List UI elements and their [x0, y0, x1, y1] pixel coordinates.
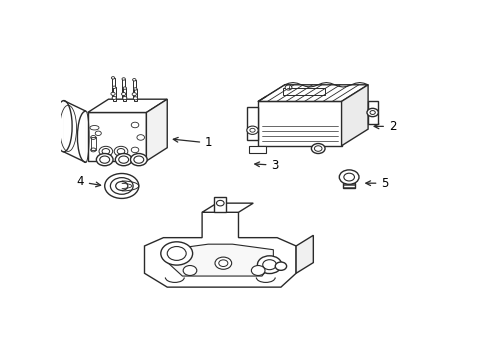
Circle shape	[119, 156, 128, 163]
Text: 3: 3	[254, 159, 278, 172]
Polygon shape	[63, 100, 85, 162]
Circle shape	[115, 153, 132, 166]
Text: 1: 1	[173, 136, 212, 149]
Polygon shape	[282, 88, 324, 95]
Polygon shape	[112, 87, 116, 100]
Circle shape	[343, 173, 354, 181]
Polygon shape	[258, 102, 341, 146]
Polygon shape	[367, 102, 377, 123]
Polygon shape	[296, 235, 313, 273]
Polygon shape	[90, 138, 96, 150]
Circle shape	[257, 256, 281, 274]
Circle shape	[104, 174, 139, 198]
Circle shape	[137, 135, 144, 140]
Circle shape	[99, 146, 112, 156]
Polygon shape	[87, 112, 146, 161]
Circle shape	[111, 77, 115, 79]
Polygon shape	[246, 107, 258, 140]
Polygon shape	[144, 212, 296, 287]
Circle shape	[161, 242, 192, 265]
Circle shape	[314, 146, 322, 151]
Circle shape	[122, 96, 127, 100]
Circle shape	[218, 260, 227, 266]
Circle shape	[366, 108, 378, 117]
Circle shape	[251, 266, 264, 275]
Polygon shape	[343, 183, 354, 188]
Circle shape	[117, 149, 124, 154]
Circle shape	[100, 156, 109, 163]
Circle shape	[369, 111, 374, 114]
Circle shape	[216, 201, 224, 206]
Circle shape	[249, 128, 255, 132]
Circle shape	[114, 146, 127, 156]
Circle shape	[116, 181, 127, 190]
Polygon shape	[123, 88, 126, 100]
Circle shape	[183, 266, 196, 275]
Circle shape	[122, 78, 125, 80]
Polygon shape	[134, 89, 137, 100]
Circle shape	[167, 247, 186, 260]
Circle shape	[96, 153, 113, 166]
Polygon shape	[146, 99, 167, 161]
Polygon shape	[111, 78, 114, 98]
Polygon shape	[167, 244, 273, 276]
Text: 2: 2	[373, 120, 396, 133]
Polygon shape	[258, 85, 367, 102]
Circle shape	[131, 147, 139, 153]
Text: 5: 5	[365, 177, 388, 190]
Polygon shape	[214, 197, 226, 212]
Polygon shape	[202, 203, 253, 212]
Polygon shape	[248, 146, 265, 153]
Circle shape	[122, 93, 125, 96]
Circle shape	[111, 92, 115, 95]
Circle shape	[132, 93, 136, 96]
Circle shape	[285, 85, 291, 90]
Polygon shape	[87, 99, 167, 112]
Circle shape	[339, 170, 358, 184]
Circle shape	[123, 87, 126, 89]
Circle shape	[311, 144, 325, 153]
Circle shape	[110, 177, 133, 194]
Polygon shape	[132, 80, 136, 98]
Circle shape	[134, 156, 143, 163]
Circle shape	[112, 96, 116, 99]
Circle shape	[131, 122, 139, 128]
Polygon shape	[341, 85, 367, 146]
Circle shape	[246, 126, 258, 134]
Circle shape	[112, 86, 116, 89]
Circle shape	[130, 153, 147, 166]
Circle shape	[102, 149, 109, 154]
Polygon shape	[122, 79, 125, 98]
Circle shape	[215, 257, 231, 269]
Circle shape	[262, 260, 276, 270]
Circle shape	[133, 88, 137, 90]
Text: 4: 4	[76, 175, 101, 188]
Circle shape	[275, 262, 286, 270]
Circle shape	[133, 97, 137, 100]
Circle shape	[132, 78, 136, 81]
